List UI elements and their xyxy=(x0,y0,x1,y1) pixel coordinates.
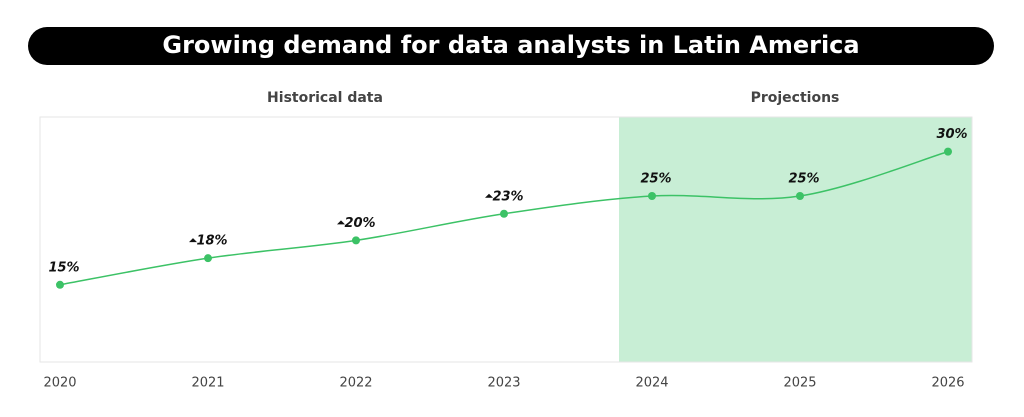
value-label: 23% xyxy=(492,189,523,204)
value-label: 15% xyxy=(48,260,79,275)
chart-title: Growing demand for data analysts in Lati… xyxy=(162,31,859,59)
title-bar xyxy=(28,27,994,65)
section-label: Projections xyxy=(751,90,840,106)
up-arrow xyxy=(337,220,345,225)
value-label: 20% xyxy=(344,216,375,231)
point xyxy=(500,209,508,218)
point xyxy=(352,236,360,245)
plot-frame xyxy=(39,116,973,363)
up-arrow xyxy=(189,238,197,243)
point xyxy=(648,192,656,201)
x-tick-label: 2023 xyxy=(487,376,520,391)
up-arrow xyxy=(485,193,493,198)
point xyxy=(56,280,64,289)
value-label: 30% xyxy=(936,127,967,142)
x-tick-label: 2026 xyxy=(931,376,964,391)
projection-region xyxy=(619,117,972,362)
point xyxy=(796,192,804,201)
value-label: 25% xyxy=(788,172,819,187)
point xyxy=(944,147,952,156)
value-label: 25% xyxy=(640,172,671,187)
section-label: Historical data xyxy=(267,90,383,106)
x-tick-label: 2021 xyxy=(191,376,224,391)
x-tick-label: 2024 xyxy=(635,376,668,391)
x-tick-label: 2020 xyxy=(43,376,76,391)
x-tick-label: 2025 xyxy=(783,376,816,391)
x-tick-label: 2022 xyxy=(339,376,372,391)
point xyxy=(204,254,212,263)
value-label: 18% xyxy=(196,234,227,249)
